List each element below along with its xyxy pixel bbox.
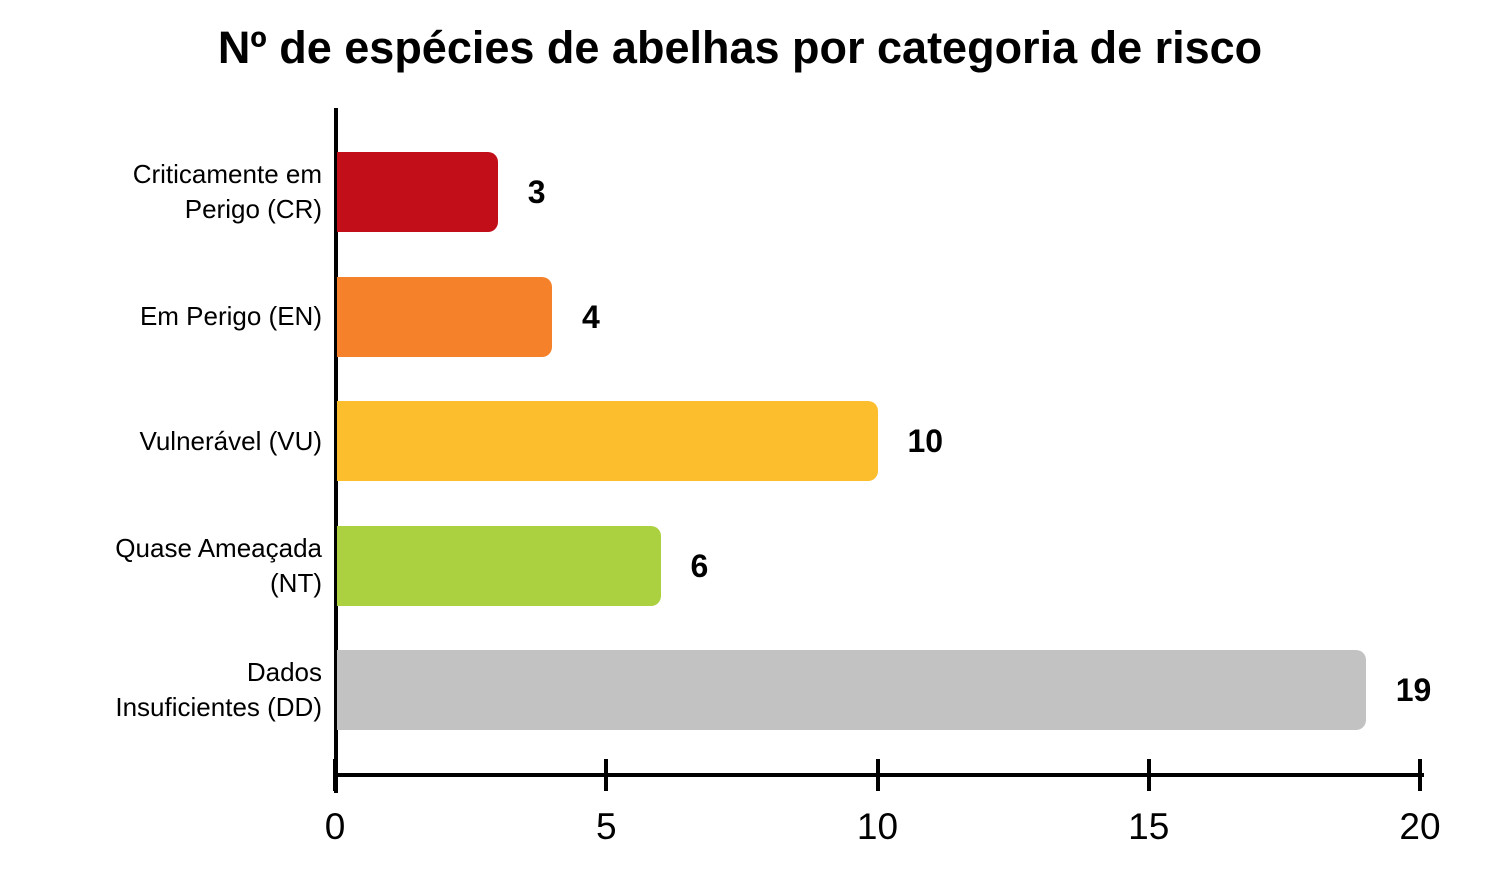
bar-value-label: 3: [527, 174, 546, 210]
x-tick-label: 20: [1399, 806, 1441, 847]
category-label-line: Vulnerável (VU): [139, 425, 322, 456]
bar-value-label: 10: [907, 423, 944, 459]
y-axis-line: [334, 108, 338, 793]
category-label-line: Em Perigo (EN): [139, 301, 322, 331]
category-label-line: Dados: [246, 657, 322, 687]
bar: [337, 276, 552, 357]
bar-value-label: 4: [582, 298, 600, 335]
chart-title: Nº de espécies de abelhas por categoria …: [217, 22, 1263, 73]
bar-value-label: 6: [690, 547, 709, 584]
category-label: Quase Ameaçada (NT): [0, 526, 322, 606]
bar: [337, 152, 498, 232]
category-label: Dados Insuficientes (DD): [0, 650, 322, 730]
category-label-line: Criticamente em: [132, 159, 322, 189]
x-tick-label: 10: [856, 806, 899, 847]
bar: [337, 401, 878, 481]
category-label: Vulnerável (VU): [0, 401, 322, 481]
category-label-line: (NT): [270, 567, 322, 598]
x-tick: [604, 759, 609, 791]
category-label: Em Perigo (EN): [0, 277, 322, 357]
x-tick-label: 15: [1128, 806, 1170, 847]
x-tick: [1146, 759, 1151, 791]
category-label: Criticamente em Perigo (CR): [0, 152, 322, 232]
x-tick: [875, 759, 880, 791]
x-tick-label: 5: [595, 806, 617, 847]
x-tick-label: 0: [324, 806, 346, 847]
category-label-line: Insuficientes (DD): [115, 692, 322, 722]
bar: [337, 525, 661, 606]
x-tick: [333, 759, 337, 791]
category-label-line: Quase Ameaçada: [115, 532, 322, 563]
bar: [337, 650, 1366, 730]
bar-value-label: 19: [1395, 672, 1432, 708]
category-label-line: Perigo (CR): [184, 194, 322, 224]
x-tick: [1418, 759, 1422, 791]
